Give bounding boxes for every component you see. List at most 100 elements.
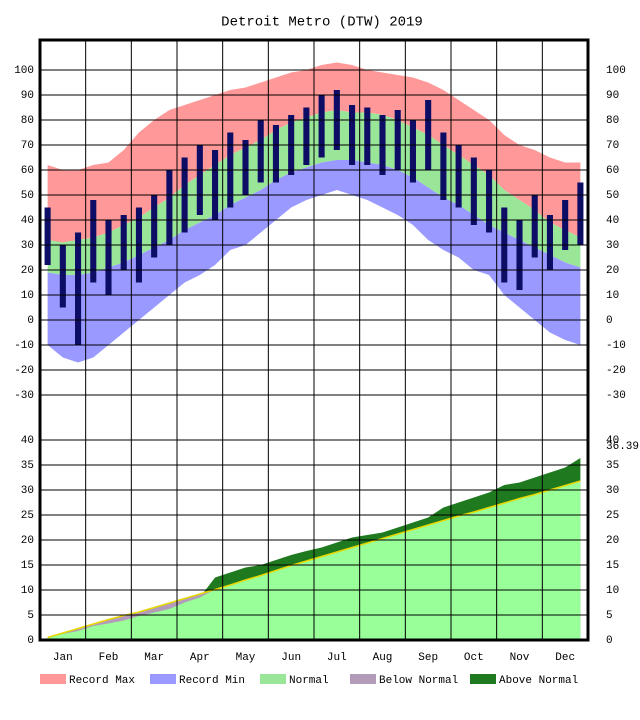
y-tick-label-right: 40 xyxy=(606,215,619,227)
y-tick-label-right: 0 xyxy=(606,635,613,647)
actual-range-bar xyxy=(455,145,462,208)
legend-swatch xyxy=(350,674,376,684)
legend-label: Below Normal xyxy=(379,675,458,687)
actual-range-bar xyxy=(257,120,264,183)
actual-range-bar xyxy=(394,110,401,170)
y-tick-label-left: 15 xyxy=(21,560,34,572)
y-tick-label-left: 0 xyxy=(27,635,34,647)
actual-range-bar xyxy=(120,215,127,270)
actual-range-bar xyxy=(349,105,356,165)
y-tick-label-right: 100 xyxy=(606,65,626,77)
end-value-label: 36.39 xyxy=(606,441,639,453)
actual-range-bar xyxy=(105,220,112,295)
y-tick-label-right: 80 xyxy=(606,115,619,127)
y-tick-label-right: 10 xyxy=(606,585,619,597)
x-tick-label: Nov xyxy=(510,652,530,664)
y-tick-label-left: 10 xyxy=(21,290,34,302)
x-tick-label: Jun xyxy=(281,652,301,664)
y-tick-label-left: 40 xyxy=(21,215,34,227)
actual-range-bar xyxy=(546,215,553,270)
actual-range-bar xyxy=(242,140,249,195)
actual-range-bar xyxy=(303,107,310,165)
y-tick-label-left: 20 xyxy=(21,265,34,277)
y-tick-label-left: -30 xyxy=(14,390,34,402)
chart-title: Detroit Metro (DTW) 2019 xyxy=(221,15,423,31)
y-tick-label-right: 30 xyxy=(606,485,619,497)
y-tick-label-left: -10 xyxy=(14,340,34,352)
record-max-band xyxy=(47,62,581,243)
y-tick-label-left: 35 xyxy=(21,460,34,472)
actual-range-bar xyxy=(196,145,203,215)
actual-range-bar xyxy=(59,245,66,308)
x-tick-label: Oct xyxy=(464,652,484,664)
plot-frame xyxy=(38,38,590,642)
y-tick-label-left: 5 xyxy=(27,610,34,622)
y-tick-label-left: 90 xyxy=(21,90,34,102)
y-tick-label-right: 40 xyxy=(606,435,619,447)
x-tick-label: Feb xyxy=(99,652,119,664)
x-tick-label: Sep xyxy=(418,652,438,664)
actual-range-bar xyxy=(440,132,447,200)
y-tick-label-left: 30 xyxy=(21,485,34,497)
y-tick-label-right: 90 xyxy=(606,90,619,102)
normal-band xyxy=(47,110,581,275)
actual-range-bar xyxy=(272,125,279,183)
x-tick-label: Jan xyxy=(53,652,73,664)
legend-label: Above Normal xyxy=(499,675,578,687)
y-tick-label-right: 35 xyxy=(606,460,619,472)
y-tick-label-left: 60 xyxy=(21,165,34,177)
y-tick-label-right: -20 xyxy=(606,365,626,377)
x-tick-label: Jul xyxy=(327,652,347,664)
y-tick-label-right: 70 xyxy=(606,140,619,152)
x-tick-label: Dec xyxy=(555,652,575,664)
x-tick-label: Aug xyxy=(373,652,393,664)
actual-range-bar xyxy=(318,95,325,158)
y-tick-label-right: 20 xyxy=(606,535,619,547)
y-tick-label-left: 10 xyxy=(21,585,34,597)
x-tick-label: Apr xyxy=(190,652,210,664)
actual-range-bar xyxy=(470,157,477,225)
actual-range-bar xyxy=(151,195,158,258)
y-tick-label-right: -30 xyxy=(606,390,626,402)
actual-range-bar xyxy=(90,200,97,283)
legend-label: Record Max xyxy=(69,675,135,687)
record-min-band xyxy=(47,160,581,363)
actual-range-bar xyxy=(75,232,82,345)
y-tick-label-right: 20 xyxy=(606,265,619,277)
legend-swatch xyxy=(150,674,176,684)
actual-range-bar xyxy=(531,195,538,258)
x-tick-label: Mar xyxy=(144,652,164,664)
actual-range-bar xyxy=(562,200,569,250)
y-tick-label-left: 50 xyxy=(21,190,34,202)
y-tick-label-right: 0 xyxy=(606,315,613,327)
y-tick-label-right: 25 xyxy=(606,510,619,522)
y-tick-label-right: 60 xyxy=(606,165,619,177)
x-tick-label: May xyxy=(236,652,256,664)
actual-range-bar xyxy=(486,170,493,233)
y-tick-label-right: 30 xyxy=(606,240,619,252)
y-tick-label-right: -10 xyxy=(606,340,626,352)
actual-range-bar xyxy=(425,100,432,170)
actual-range-bar xyxy=(44,207,51,265)
actual-range-bar xyxy=(364,107,371,165)
y-tick-label-left: 80 xyxy=(21,115,34,127)
y-tick-label-left: 0 xyxy=(27,315,34,327)
legend-label: Normal xyxy=(289,675,329,687)
y-tick-label-left: 30 xyxy=(21,240,34,252)
actual-range-bar xyxy=(577,182,584,245)
y-tick-label-left: 20 xyxy=(21,535,34,547)
actual-range-bar xyxy=(409,120,416,183)
y-tick-label-left: -20 xyxy=(14,365,34,377)
legend-swatch xyxy=(260,674,286,684)
legend-label: Record Min xyxy=(179,675,245,687)
y-tick-label-right: 15 xyxy=(606,560,619,572)
actual-range-bar xyxy=(516,220,523,290)
legend-swatch xyxy=(40,674,66,684)
y-tick-label-left: 100 xyxy=(14,65,34,77)
y-tick-label-left: 70 xyxy=(21,140,34,152)
y-tick-label-right: 10 xyxy=(606,290,619,302)
legend-swatch xyxy=(470,674,496,684)
y-tick-label-right: 50 xyxy=(606,190,619,202)
actual-range-bar xyxy=(212,150,219,220)
